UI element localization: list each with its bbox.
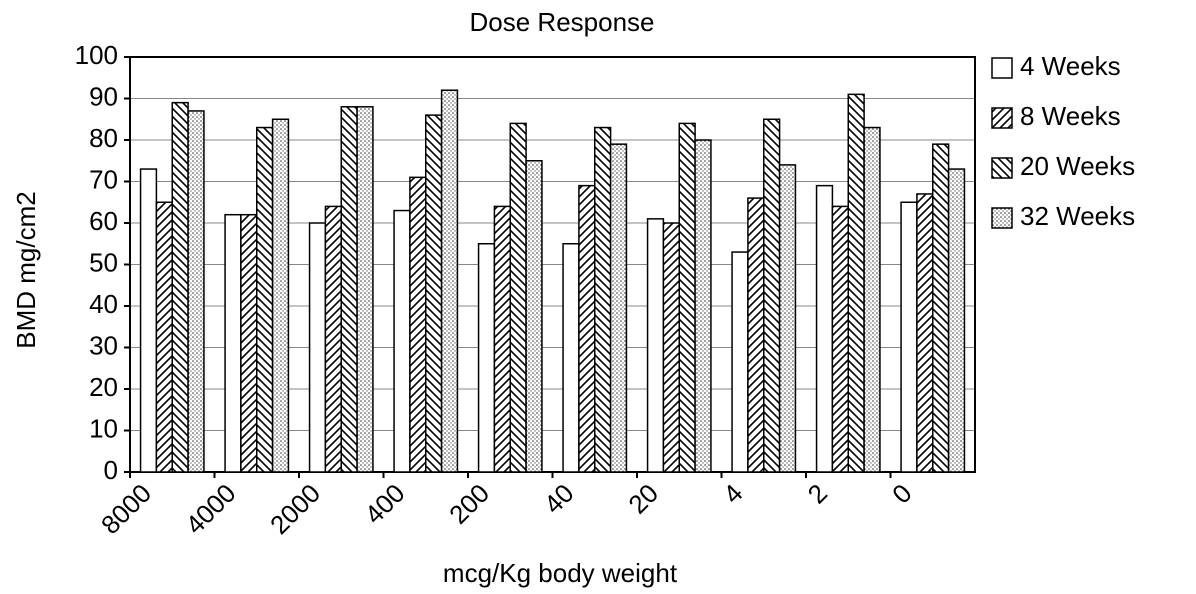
x-tick-label: 4000 (179, 478, 241, 540)
bar (578, 184, 596, 473)
bar (694, 139, 712, 473)
bar (224, 213, 242, 473)
x-tick-label: 0 (886, 478, 917, 509)
bar (609, 143, 628, 473)
y-axis-label: BMD mg/cm2 (11, 191, 41, 348)
bar (778, 164, 797, 473)
bar (256, 126, 274, 473)
bar (340, 106, 358, 473)
bar (440, 89, 459, 473)
x-tick-label: 20 (622, 478, 664, 520)
bar (139, 168, 158, 473)
bar (393, 209, 411, 473)
bar (493, 205, 511, 473)
bar (646, 218, 665, 473)
bar (240, 213, 258, 473)
bar (747, 197, 765, 473)
x-tick-label: 2000 (264, 478, 326, 540)
bar (187, 110, 205, 473)
bar (916, 193, 934, 473)
x-tick-label: 4 (717, 478, 748, 509)
y-tick-label: 70 (89, 164, 118, 194)
bar (662, 222, 680, 473)
bar (171, 101, 189, 473)
bar (863, 126, 881, 473)
legend-swatch (991, 57, 1013, 79)
bar (815, 184, 834, 473)
y-tick-label: 50 (89, 247, 118, 277)
bar (308, 222, 327, 473)
bar (763, 118, 781, 473)
bar (594, 126, 612, 473)
bar (509, 122, 527, 473)
bar (271, 118, 290, 473)
legend-label: 20 Weeks (1020, 151, 1135, 181)
legend-swatch (991, 107, 1013, 129)
y-tick-label: 0 (104, 455, 118, 485)
bar (425, 114, 443, 473)
bar (900, 201, 918, 473)
legend-label: 4 Weeks (1020, 51, 1121, 81)
bar (477, 243, 496, 473)
bar (932, 143, 950, 473)
bar (947, 168, 966, 473)
y-tick-label: 60 (89, 206, 118, 236)
bar (678, 122, 696, 473)
y-tick-label: 40 (89, 289, 118, 319)
x-tick-label: 200 (443, 478, 495, 530)
bar (731, 251, 749, 473)
x-tick-label: 40 (538, 478, 580, 520)
x-tick-label: 400 (359, 478, 411, 530)
bar (562, 243, 580, 473)
bar (847, 93, 865, 473)
y-tick-label: 90 (89, 81, 118, 111)
legend-swatch (991, 207, 1013, 229)
bar (356, 106, 374, 473)
y-tick-label: 20 (89, 372, 118, 402)
legend-label: 32 Weeks (1020, 201, 1135, 231)
legend-swatch (991, 157, 1013, 179)
bar (324, 205, 342, 473)
y-tick-label: 100 (75, 40, 118, 70)
y-tick-label: 30 (89, 330, 118, 360)
bar (831, 205, 849, 473)
bar (155, 201, 173, 473)
x-tick-label: 8000 (95, 478, 157, 540)
y-tick-label: 10 (89, 413, 118, 443)
chart-title: Dose Response (470, 7, 655, 37)
bar (525, 160, 543, 473)
bar (409, 176, 427, 473)
y-tick-label: 80 (89, 123, 118, 153)
x-axis-label: mcg/Kg body weight (443, 558, 678, 588)
x-tick-label: 2 (802, 478, 833, 509)
legend-label: 8 Weeks (1020, 101, 1121, 131)
